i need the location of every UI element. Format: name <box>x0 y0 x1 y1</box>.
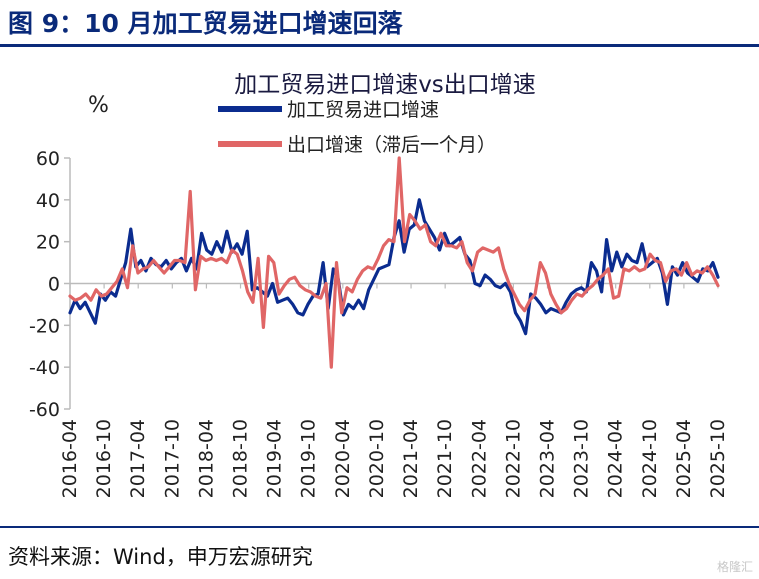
x-tick-label: 2020-04 <box>332 419 354 498</box>
x-tick-label: 2016-10 <box>93 419 115 498</box>
x-tick-label: 2018-10 <box>230 419 252 498</box>
watermark: 格隆汇 <box>716 560 753 574</box>
series-line-2 <box>68 156 720 369</box>
source-rule <box>0 526 759 528</box>
y-tick-label: 40 <box>36 190 60 212</box>
x-tick-label: 2018-04 <box>195 419 217 498</box>
title-rule <box>0 44 759 47</box>
y-tick-label: 60 <box>36 148 60 170</box>
source-note: 资料来源：Wind，申万宏源研究 <box>8 545 313 569</box>
x-tick-label: 2019-04 <box>264 419 286 498</box>
y-unit-label: % <box>88 93 109 118</box>
x-tick-label: 2019-10 <box>298 419 320 498</box>
x-tick-label: 2020-10 <box>366 419 388 498</box>
y-tick-label: -60 <box>29 399 60 421</box>
x-tick-label: 2025-04 <box>673 419 695 498</box>
x-tick-label: 2022-04 <box>468 419 490 498</box>
x-tick-label: 2017-10 <box>161 419 183 498</box>
y-axis: 60 40 20 0 -20 -40 -60 <box>29 148 71 421</box>
series-layer <box>68 156 720 369</box>
x-tick-label: 2024-04 <box>605 419 627 498</box>
legend-label-2: 出口增速（滞后一个月） <box>287 134 496 156</box>
y-tick-label: -40 <box>29 357 60 379</box>
x-tick-label: 2022-10 <box>502 419 524 498</box>
x-tick-label: 2016-04 <box>59 419 81 498</box>
y-tick-label: -20 <box>29 315 60 337</box>
x-tick-label: 2023-10 <box>571 419 593 498</box>
y-tick-label: 0 <box>48 274 60 296</box>
y-tick-label: 20 <box>36 232 60 254</box>
x-tick-label: 2021-04 <box>400 419 422 498</box>
chart-title: 加工贸易进口增速vs出口增速 <box>234 72 536 98</box>
x-tick-label: 2023-04 <box>536 419 558 498</box>
figure-title: 图 9：10 月加工贸易进口增速回落 <box>8 9 403 38</box>
x-tick-label: 2021-10 <box>434 419 456 498</box>
legend-label-1: 加工贸易进口增速 <box>287 99 439 121</box>
x-tick-label: 2017-04 <box>127 419 149 498</box>
x-axis: 2016-04 2016-10 2017-04 2017-10 2018-04 2018-… <box>59 282 729 498</box>
x-tick-label: 2024-10 <box>639 419 661 498</box>
x-tick-label: 2025-10 <box>707 419 729 498</box>
